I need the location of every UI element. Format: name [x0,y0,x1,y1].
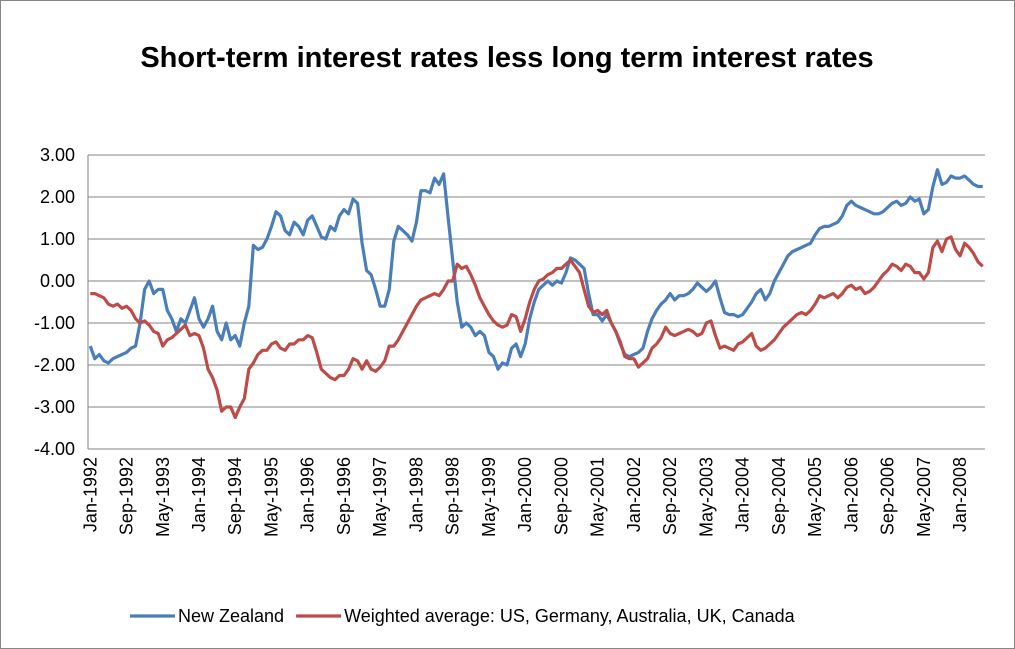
x-tick-label: May-2005 [805,457,825,537]
x-tick-label: Jan-2006 [841,457,861,532]
y-tick-label: 3.00 [40,145,75,165]
x-tick-label: May-1999 [479,457,499,537]
x-tick-label: Jan-2002 [624,457,644,532]
y-tick-label: -4.00 [34,439,75,459]
series-line [90,235,984,420]
x-tick-label: Sep-1996 [334,457,354,535]
y-tick-label: -1.00 [34,313,75,333]
y-tick-label: 2.00 [40,187,75,207]
x-tick-label: Sep-2004 [769,457,789,535]
x-tick-label: Jan-1998 [406,457,426,532]
x-tick-label: Sep-2002 [660,457,680,535]
x-tick-label: Sep-1994 [225,457,245,535]
x-tick-label: Sep-2000 [551,457,571,535]
x-tick-label: May-2001 [588,457,608,537]
y-tick-label: 0.00 [40,271,75,291]
x-tick-label: Jan-2004 [733,457,753,532]
y-tick-label: -3.00 [34,397,75,417]
legend-label: New Zealand [178,606,284,626]
x-tick-label: May-2003 [696,457,716,537]
y-tick-label: -2.00 [34,355,75,375]
x-tick-label: Jan-1996 [298,457,318,532]
x-tick-label: Sep-1992 [117,457,137,535]
y-tick-label: 1.00 [40,229,75,249]
x-tick-label: May-1997 [370,457,390,537]
legend-label: Weighted average: US, Germany, Australia… [344,606,796,626]
x-tick-label: Jan-1994 [189,457,209,532]
x-tick-label: May-1993 [153,457,173,537]
x-tick-label: May-2007 [914,457,934,537]
x-tick-label: Sep-1998 [443,457,463,535]
x-tick-label: Jan-1992 [80,457,100,532]
x-tick-label: Jan-2000 [515,457,535,532]
x-tick-label: May-1995 [261,457,281,537]
series-line [88,168,983,371]
x-tick-label: Sep-2006 [878,457,898,535]
chart-title: Short-term interest rates less long term… [140,42,874,74]
x-tick-label: Jan-2008 [950,457,970,532]
